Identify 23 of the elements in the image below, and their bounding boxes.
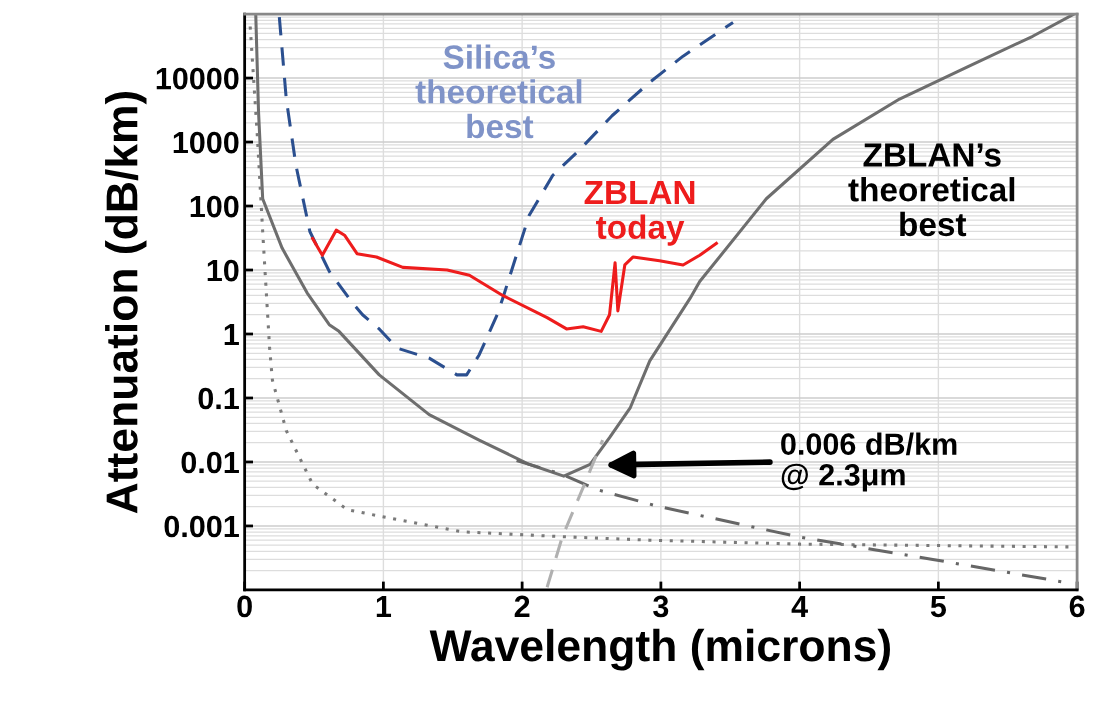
x-tick-label: 0 — [237, 595, 252, 618]
x-tick-label: 2 — [514, 595, 530, 617]
annotation: 0.006 dB/km @ 2.3μm — [781, 432, 957, 492]
series-label: Silica’s theoretical best — [415, 44, 582, 139]
y-tick-label: 10 — [207, 259, 239, 282]
y-tick-label: 10000 — [156, 67, 239, 90]
line-series — [277, 15, 735, 377]
y-tick-label: 0.001 — [164, 515, 239, 538]
line-series — [545, 438, 605, 589]
y-tick-label: 0.1 — [198, 387, 239, 410]
series-label: ZBLAN’s theoretical best — [848, 143, 1015, 237]
series-label: ZBLAN today — [584, 181, 695, 246]
x-axis-title: Wavelength (microns) — [429, 628, 890, 671]
x-tick-label: 4 — [791, 595, 808, 617]
x-tick-label: 5 — [930, 595, 947, 618]
x-tick-label: 3 — [653, 595, 669, 618]
x-tick-label: 1 — [376, 595, 392, 617]
y-tick-label: 100 — [190, 195, 239, 218]
x-tick-label: 6 — [1069, 595, 1085, 618]
y-tick-label: 1000 — [173, 131, 239, 154]
y-tick-label: 0.01 — [181, 451, 239, 474]
y-axis-title: Attenuation (dB/km) — [105, 91, 147, 514]
y-tick-label: 1 — [224, 324, 239, 346]
